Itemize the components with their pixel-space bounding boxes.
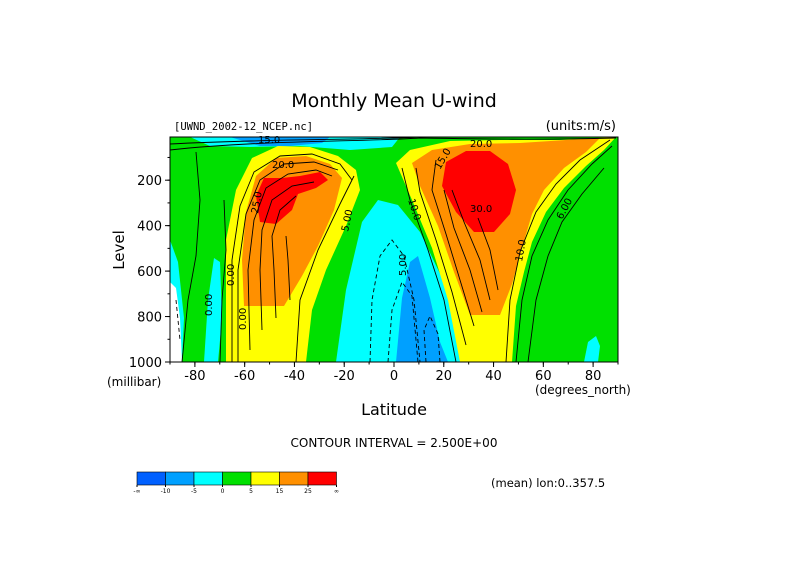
colorbar-swatch	[165, 471, 195, 486]
y-tick-label: 400	[137, 220, 162, 235]
contour-label: 20.0	[272, 160, 294, 171]
field-missing	[170, 282, 182, 362]
contour-line	[415, 167, 467, 346]
contour-line	[271, 195, 297, 319]
contour-line	[170, 137, 421, 145]
colorbar-tick-label: 0	[221, 488, 225, 495]
contour-line-negative	[369, 239, 421, 362]
units-label: (units:m/s)	[546, 119, 616, 134]
contour-line	[295, 175, 355, 362]
colorbar-tick-label: 25	[304, 488, 312, 495]
contour-line-negative	[387, 281, 419, 362]
contour-label: 0.00	[204, 294, 215, 316]
y-tick-label: 1000	[129, 356, 162, 371]
colorbar-tick-label: -5	[191, 488, 197, 495]
contour-line	[527, 167, 605, 362]
contour-label: 0.00	[238, 308, 249, 330]
x-tick-label: 20	[436, 369, 453, 384]
colorbar-swatch	[279, 471, 309, 486]
contour-line	[247, 169, 333, 351]
x-tick-label: 60	[535, 369, 552, 384]
mean-label: (mean) lon:0..357.5	[491, 476, 605, 490]
contour-line	[219, 199, 227, 362]
contour-label: 25.0	[250, 191, 265, 215]
contour-line	[401, 167, 457, 362]
x-unit-label: (degrees_north)	[535, 383, 631, 397]
contour-line	[477, 217, 499, 291]
contour-label: 0.00	[226, 264, 237, 286]
colorbar-swatch	[222, 471, 252, 486]
field-cyan-north-pole	[584, 336, 600, 362]
colorbar-swatch	[136, 471, 166, 486]
contour-line	[231, 153, 353, 362]
field-cyan-south-narrow	[204, 258, 222, 362]
contour-label: 30.0	[470, 204, 492, 215]
x-axis-title: Latitude	[361, 400, 427, 419]
colorbar-tick-label: 15	[276, 488, 284, 495]
plot-area	[170, 137, 618, 362]
y-tick-label: 600	[137, 265, 162, 280]
contour-label: 5.00	[340, 209, 355, 233]
contour-line	[259, 181, 315, 331]
chart-title: Monthly Mean U-wind	[291, 90, 497, 112]
field-red-south-jet	[256, 172, 328, 224]
y-axis-title: Level	[110, 230, 128, 270]
contour-line-negative	[423, 314, 441, 362]
x-tick-label: -60	[234, 369, 255, 384]
x-tick-label: 80	[585, 369, 602, 384]
x-axis: -80 -60 -40 -20 0 20 40 60 80	[169, 362, 619, 384]
x-tick-label: 40	[485, 369, 502, 384]
contour-label: 15.0	[258, 135, 280, 146]
field-blue-tropics	[396, 256, 448, 362]
colorbar-swatch	[193, 471, 223, 486]
x-tick-label: -40	[284, 369, 305, 384]
x-tick-label: -80	[184, 369, 205, 384]
colorbar-tick-label: -10	[161, 488, 171, 495]
colorbar-tick-label: -∞	[133, 488, 140, 495]
y-axis: 200 400 600 800 1000	[129, 156, 170, 371]
contour-line	[285, 235, 291, 301]
y-unit-label: (millibar)	[107, 375, 161, 389]
contour-line	[170, 137, 617, 151]
contour-line	[237, 161, 339, 362]
contour-line	[505, 139, 611, 362]
colorbar-swatch	[307, 471, 337, 486]
contour-line	[451, 189, 491, 301]
contour-interval-label: CONTOUR INTERVAL = 2.500E+00	[291, 436, 498, 450]
colorbar-legend: -∞ -10 -5 0 5 15 25 ∞	[133, 471, 339, 495]
y-tick-label: 200	[137, 174, 162, 189]
x-tick-label: -20	[334, 369, 355, 384]
x-tick-label: 0	[390, 369, 398, 384]
dataset-label: [UWND_2002-12_NCEP.nc]	[174, 121, 313, 133]
contour-line	[515, 145, 613, 362]
contour-label: 5.00	[398, 254, 409, 276]
contour-line	[431, 159, 475, 327]
colorbar-tick-label: 5	[249, 488, 253, 495]
contour-line	[181, 151, 201, 362]
y-tick-label: 800	[137, 311, 162, 326]
colorbar-swatch	[250, 471, 280, 486]
contour-line	[443, 189, 483, 313]
contour-label: 20.0	[470, 139, 492, 150]
contour-label: 10.0	[514, 239, 529, 263]
colorbar-tick-label: ∞	[334, 488, 339, 495]
